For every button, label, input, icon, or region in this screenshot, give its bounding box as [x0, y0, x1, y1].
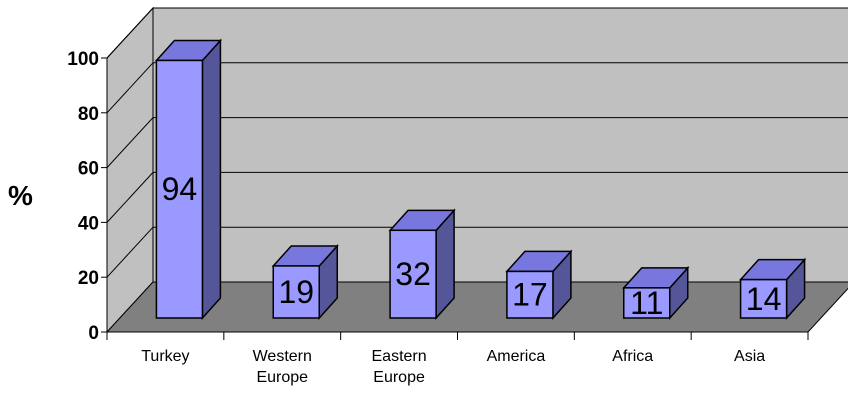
bar-front	[272, 265, 320, 319]
data-label: 94	[162, 171, 198, 207]
category-labels: Turkey Western Europe Eastern Europe America A…	[106, 331, 809, 386]
bar: 14	[738, 257, 807, 320]
data-label: 19	[278, 274, 314, 310]
gridline-side	[106, 172, 154, 223]
bar-side	[201, 38, 222, 320]
bar: 94	[154, 38, 223, 320]
data-label: 11	[630, 285, 663, 321]
data-label: 17	[512, 277, 548, 313]
bar-front	[389, 229, 437, 319]
category-label: Africa	[612, 348, 653, 365]
y-tick-label: 20	[78, 268, 99, 289]
bars: 94 19 32 17 11 14	[154, 38, 807, 321]
bar-front	[506, 270, 554, 319]
y-axis: 0 20 40 60 80 100	[67, 49, 108, 344]
gridline-side	[106, 62, 154, 114]
y-axis-label: %	[8, 180, 33, 211]
category-label: America	[487, 348, 546, 365]
bar-front	[739, 278, 788, 319]
y-tick-label: 40	[78, 213, 99, 234]
category-label: Turkey	[141, 348, 189, 365]
y-tick-label: 100	[67, 49, 99, 70]
bar: 32	[388, 208, 456, 320]
back-wall	[152, 7, 848, 283]
y-tick-label: 0	[88, 323, 99, 344]
gridline-side	[106, 117, 154, 168]
category-label: Western	[253, 348, 312, 365]
side-wall	[106, 6, 154, 334]
data-label: 14	[746, 281, 782, 317]
data-label: 32	[395, 256, 431, 292]
bar: 19	[271, 243, 339, 320]
gridlines	[106, 7, 848, 278]
bar: 11	[622, 265, 690, 321]
y-tick-label: 80	[78, 104, 99, 125]
category-label: Eastern	[372, 348, 427, 365]
y-tick-label: 60	[78, 159, 99, 180]
bar-front	[623, 287, 671, 319]
bar-front	[155, 59, 204, 319]
gridline-side	[106, 7, 154, 59]
category-label: Asia	[734, 348, 765, 365]
category-label: Europe	[256, 369, 308, 386]
bar: 17	[505, 249, 573, 320]
gridline-side	[106, 226, 154, 278]
category-label: Europe	[373, 369, 425, 386]
